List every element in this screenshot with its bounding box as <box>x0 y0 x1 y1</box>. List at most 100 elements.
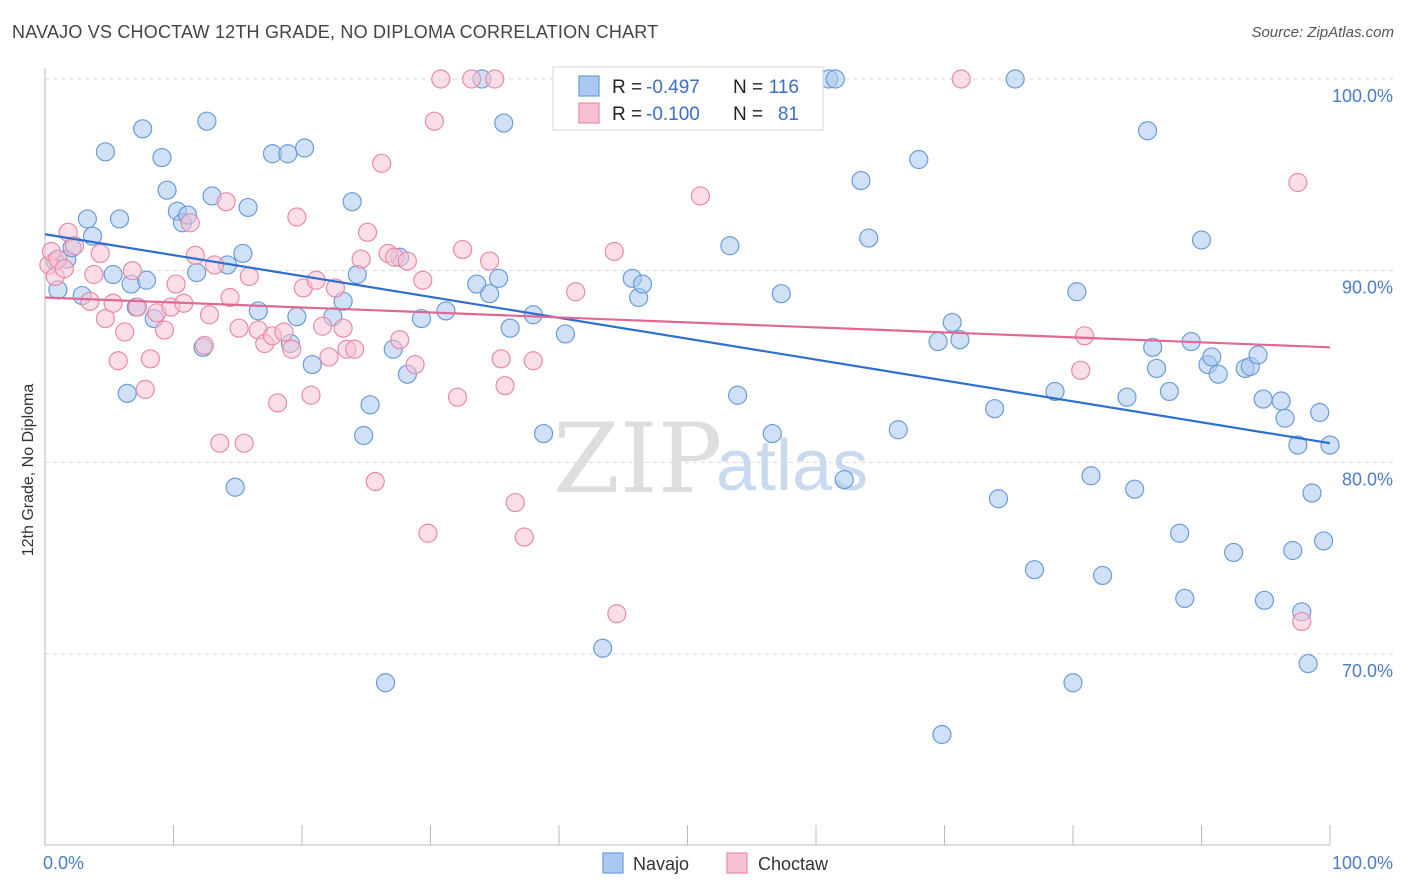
stats-legend: R = -0.497 N = 116 R = -0.100 N = 81 <box>552 66 824 131</box>
choctaw-point-49 <box>345 339 365 359</box>
bottom-legend: Navajo Choctaw <box>602 852 829 874</box>
navajo-point-53 <box>500 318 520 338</box>
choctaw-point-47 <box>333 318 353 338</box>
choctaw-point-10 <box>95 308 115 329</box>
watermark: ZIP atlas <box>553 403 868 515</box>
navajo-point-72 <box>909 149 929 170</box>
navajo-point-78 <box>985 399 1005 419</box>
watermark-atlas: atlas <box>716 426 868 506</box>
navajo-point-62 <box>720 236 740 256</box>
navajo-point-98 <box>1208 364 1228 384</box>
choctaw-point-76 <box>690 186 710 206</box>
choctaw-point-68 <box>491 349 511 369</box>
legend-choctaw-swatch <box>726 852 748 874</box>
navajo-point-83 <box>1067 282 1087 302</box>
navajo-point-35 <box>302 354 322 375</box>
choctaw-point-80 <box>1288 172 1308 193</box>
choctaw-point-58 <box>405 354 425 375</box>
navajo-point-87 <box>1125 479 1145 499</box>
grid-lines <box>45 78 1393 655</box>
navajo-point-88 <box>1137 121 1158 141</box>
navajo-point-81 <box>1045 381 1065 402</box>
navajo-point-92 <box>1170 523 1190 543</box>
choctaw-point-19 <box>154 320 175 340</box>
navajo-point-10 <box>117 383 137 403</box>
choctaw-swatch <box>578 102 600 124</box>
navajo-point-8 <box>103 264 123 285</box>
choctaw-n-value: 81 <box>778 104 799 125</box>
choctaw-point-16 <box>135 379 155 400</box>
choctaw-point-78 <box>1071 360 1091 380</box>
choctaw-r-label: R = <box>612 104 642 125</box>
navajo-point-84 <box>1081 466 1101 486</box>
navajo-point-99 <box>1224 542 1244 563</box>
navajo-point-89 <box>1143 337 1163 357</box>
navajo-point-74 <box>928 331 948 352</box>
choctaw-point-29 <box>216 192 236 212</box>
y-tick-label-100: 100.0% <box>1332 86 1393 106</box>
choctaw-point-25 <box>194 335 214 356</box>
choctaw-point-56 <box>390 330 410 350</box>
choctaw-point-37 <box>267 393 288 413</box>
choctaw-point-28 <box>210 433 230 453</box>
navajo-point-21 <box>187 262 207 283</box>
navajo-point-110 <box>1298 653 1318 674</box>
navajo-trend-line <box>44 233 1331 445</box>
navajo-point-97 <box>1202 347 1222 367</box>
legend-navajo-swatch <box>602 852 624 874</box>
navajo-point-64 <box>762 423 782 444</box>
choctaw-point-15 <box>127 297 148 317</box>
navajo-point-51 <box>489 268 509 288</box>
navajo-point-42 <box>375 673 396 693</box>
choctaw-point-21 <box>166 274 186 294</box>
navajo-point-102 <box>1248 345 1268 365</box>
choctaw-point-79 <box>1074 326 1095 346</box>
navajo-point-112 <box>1310 402 1330 423</box>
chart-title: NAVAJO VS CHOCTAW 12TH GRADE, NO DIPLOMA… <box>12 22 659 42</box>
choctaw-point-70 <box>505 492 525 513</box>
navajo-point-46 <box>411 308 432 329</box>
choctaw-point-60 <box>418 523 438 543</box>
navajo-point-41 <box>360 395 380 415</box>
choctaw-point-61 <box>424 111 444 131</box>
x-tick-label-min: 0.0% <box>43 853 84 873</box>
navajo-point-107 <box>1283 540 1303 561</box>
navajo-point-34 <box>294 138 315 158</box>
choctaw-point-73 <box>566 282 586 302</box>
navajo-point-105 <box>1271 391 1291 411</box>
choctaw-point-23 <box>180 213 200 233</box>
navajo-point-52 <box>494 113 514 133</box>
navajo-point-103 <box>1253 389 1273 409</box>
navajo-point-73 <box>932 724 952 745</box>
navajo-point-71 <box>888 420 908 440</box>
navajo-point-27 <box>233 243 253 264</box>
choctaw-point-38 <box>274 322 294 342</box>
navajo-point-69 <box>851 170 871 191</box>
choctaw-point-74 <box>604 241 624 262</box>
navajo-point-16 <box>152 147 172 168</box>
navajo-point-91 <box>1159 381 1179 402</box>
navajo-point-77 <box>988 489 1009 509</box>
navajo-point-55 <box>533 423 554 444</box>
navajo-point-14 <box>136 270 157 290</box>
navajo-point-33 <box>287 307 307 327</box>
navajo-point-86 <box>1117 387 1137 407</box>
choctaw-point-57 <box>397 251 417 271</box>
choctaw-point-45 <box>319 347 339 367</box>
choctaw-point-40 <box>287 207 307 227</box>
choctaw-point-50 <box>351 249 371 269</box>
choctaw-point-53 <box>372 153 392 173</box>
choctaw-point-11 <box>103 293 123 313</box>
choctaw-point-66 <box>480 251 500 271</box>
choctaw-point-69 <box>495 376 515 396</box>
choctaw-point-30 <box>220 287 240 308</box>
navajo-point-104 <box>1254 590 1275 610</box>
navajo-point-90 <box>1146 358 1167 379</box>
choctaw-point-75 <box>607 604 627 624</box>
choctaw-point-4 <box>54 259 74 279</box>
choctaw-point-71 <box>514 527 534 547</box>
navajo-point-50 <box>480 284 500 304</box>
navajo-n-value: 116 <box>769 77 799 98</box>
choctaw-r-value: -0.100 <box>646 104 700 125</box>
choctaw-point-51 <box>357 222 378 242</box>
